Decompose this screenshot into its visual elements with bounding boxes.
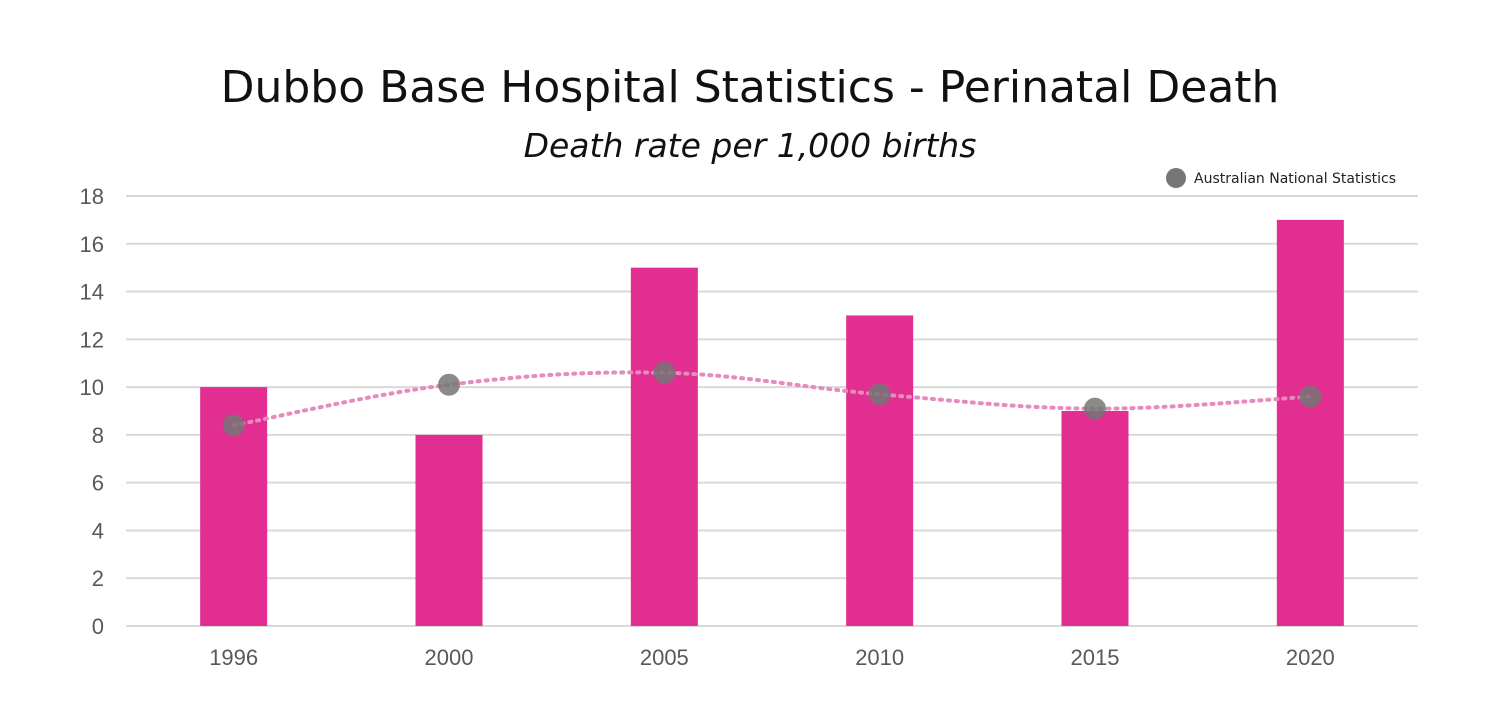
y-tick-label: 6: [92, 471, 104, 496]
national-statistics-point: [1084, 397, 1106, 420]
bar: [846, 315, 914, 626]
legend: Australian National Statistics: [1166, 168, 1396, 188]
chart-title: Dubbo Base Hospital Statistics - Perinat…: [220, 62, 1280, 113]
x-tick-label: 2005: [640, 645, 689, 670]
chart-subtitle: Death rate per 1,000 births: [523, 126, 977, 165]
legend-marker: [1166, 168, 1186, 188]
x-tick-label: 2010: [855, 645, 904, 670]
axes: 0 2 4 6 8 10 12 14 16 18 1996 2000 2005 2010 2015 2020: [80, 184, 1335, 670]
national-statistics-line: [231, 370, 1313, 428]
y-tick-label: 2: [92, 566, 104, 591]
x-tick-label: 1996: [209, 645, 258, 670]
x-tick-label: 2020: [1286, 645, 1335, 670]
national-statistics-point: [222, 414, 245, 437]
y-tick-label: 12: [80, 327, 104, 352]
y-tick-label: 8: [92, 423, 104, 448]
bar: [415, 434, 483, 626]
y-tick-label: 4: [92, 518, 104, 543]
x-tick-label: 2015: [1071, 645, 1120, 670]
y-tick-label: 18: [80, 184, 104, 209]
y-tick-label: 10: [80, 375, 104, 400]
gridlines: [126, 195, 1418, 627]
bar-series: [200, 219, 1344, 626]
legend-label: Australian National Statistics: [1194, 171, 1396, 187]
bar: [1061, 411, 1129, 626]
national-statistics-point: [868, 383, 891, 406]
national-statistics-point: [438, 373, 460, 396]
national-statistics-point: [1299, 385, 1322, 408]
y-tick-label: 14: [80, 280, 104, 305]
x-tick-label: 2000: [425, 645, 474, 670]
y-tick-label: 0: [92, 614, 104, 639]
national-line-series: [222, 361, 1322, 437]
y-tick-label: 16: [80, 232, 104, 257]
national-statistics-point: [653, 361, 676, 384]
bar: [1276, 219, 1344, 626]
bar: [630, 267, 698, 626]
